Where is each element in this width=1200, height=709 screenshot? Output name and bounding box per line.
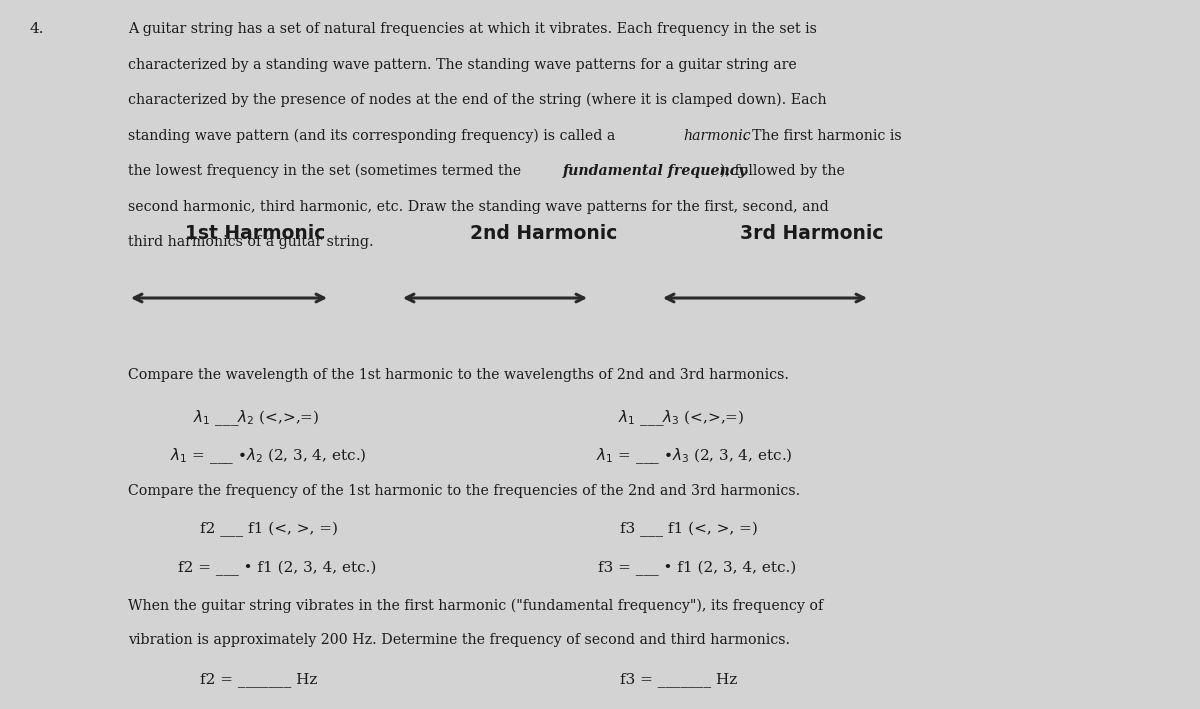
Text: Compare the wavelength of the 1st harmonic to the wavelengths of 2nd and 3rd har: Compare the wavelength of the 1st harmon… [128,368,790,382]
Text: second harmonic, third harmonic, etc. Draw the standing wave patterns for the fi: second harmonic, third harmonic, etc. Dr… [128,199,829,213]
Text: f3 ___ f1 (<, >, =): f3 ___ f1 (<, >, =) [620,522,758,537]
Text: $\lambda_{1}$ ___$\lambda_{2}$ (<,>,=): $\lambda_{1}$ ___$\lambda_{2}$ (<,>,=) [193,408,319,428]
Text: fundamental frequency: fundamental frequency [563,164,748,178]
Text: f3 = _______ Hz: f3 = _______ Hz [620,672,737,687]
Text: vibration is approximately 200 Hz. Determine the frequency of second and third h: vibration is approximately 200 Hz. Deter… [128,633,790,647]
Text: 2nd Harmonic: 2nd Harmonic [470,224,617,243]
Text: f3 = ___ • f1 (2, 3, 4, etc.): f3 = ___ • f1 (2, 3, 4, etc.) [598,561,797,576]
Text: . The first harmonic is: . The first harmonic is [743,128,901,143]
Text: ), followed by the: ), followed by the [720,164,845,179]
Text: $\lambda_{1}$ = ___ •$\lambda_{3}$ (2, 3, 4, etc.): $\lambda_{1}$ = ___ •$\lambda_{3}$ (2, 3… [596,446,793,466]
Text: f2 = _______ Hz: f2 = _______ Hz [200,672,317,687]
Text: characterized by the presence of nodes at the end of the string (where it is cla: characterized by the presence of nodes a… [128,93,827,107]
Text: $\lambda_{1}$ = ___ •$\lambda_{2}$ (2, 3, 4, etc.): $\lambda_{1}$ = ___ •$\lambda_{2}$ (2, 3… [170,446,367,466]
Text: 1st Harmonic: 1st Harmonic [185,224,325,243]
Text: third harmonics of a guitar string.: third harmonics of a guitar string. [128,235,373,249]
Text: When the guitar string vibrates in the first harmonic ("fundamental frequency"),: When the guitar string vibrates in the f… [128,599,823,613]
Text: A guitar string has a set of natural frequencies at which it vibrates. Each freq: A guitar string has a set of natural fre… [128,22,817,36]
Text: $\lambda_{1}$ ___$\lambda_{3}$ (<,>,=): $\lambda_{1}$ ___$\lambda_{3}$ (<,>,=) [618,408,744,428]
Text: characterized by a standing wave pattern. The standing wave patterns for a guita: characterized by a standing wave pattern… [128,57,797,72]
Text: harmonic: harmonic [683,128,751,143]
Text: standing wave pattern (and its corresponding frequency) is called a: standing wave pattern (and its correspon… [128,128,619,143]
Text: f2 = ___ • f1 (2, 3, 4, etc.): f2 = ___ • f1 (2, 3, 4, etc.) [178,561,377,576]
Text: 4.: 4. [30,22,44,36]
Text: Compare the frequency of the 1st harmonic to the frequencies of the 2nd and 3rd : Compare the frequency of the 1st harmoni… [128,484,800,498]
Text: f2 ___ f1 (<, >, =): f2 ___ f1 (<, >, =) [200,522,338,537]
Text: 3rd Harmonic: 3rd Harmonic [740,224,883,243]
Text: the lowest frequency in the set (sometimes termed the: the lowest frequency in the set (sometim… [128,164,526,179]
